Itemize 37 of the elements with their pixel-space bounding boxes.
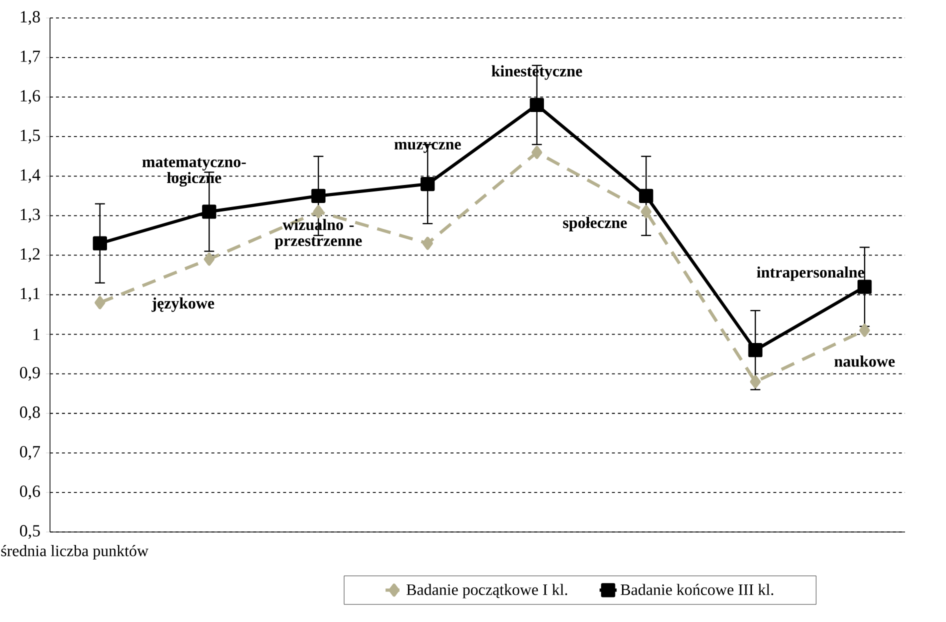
point [750,375,761,388]
point [748,343,762,358]
annotation: społeczne [563,216,627,232]
y-tick-label: 1 [34,328,40,340]
point [640,205,652,218]
point [313,205,324,218]
annotation: intrapersonalne [756,266,864,281]
point [859,324,870,337]
point [530,98,544,112]
y-tick-label: 0,8 [20,406,40,420]
annotation: naukowe [834,356,895,367]
y-tick-label: 1,8 [20,11,40,25]
y-tick-label: 1,5 [20,130,40,144]
point [94,296,106,310]
y-tick-label: 0,6 [20,486,40,500]
y-tick-label: 1,1 [20,288,40,302]
point [204,252,214,266]
point [420,176,435,192]
point [858,280,872,294]
point [202,204,216,219]
y-tick-label: 1,3 [20,208,40,223]
y-tick-label: 1,7 [20,50,40,64]
y-tick-label: 0,9 [20,366,40,381]
point [311,188,326,203]
legend-label: Badanie początkowe I kl. [406,584,568,598]
annotation: językowe [152,297,214,312]
y-tick-label: 1,6 [20,90,40,104]
y-tick-label: 0,5 [20,525,40,539]
point [422,236,433,250]
y-axis-title: średnia liczba punktów [1,545,148,560]
y-tick-label: 0,7 [20,446,40,460]
legend-label: Badanie końcowe III kl. [620,584,774,596]
point [532,146,542,159]
y-tick-label: 1,4 [20,169,40,184]
point [639,188,654,203]
y-tick-label: 1,2 [20,248,40,262]
point [92,236,108,250]
